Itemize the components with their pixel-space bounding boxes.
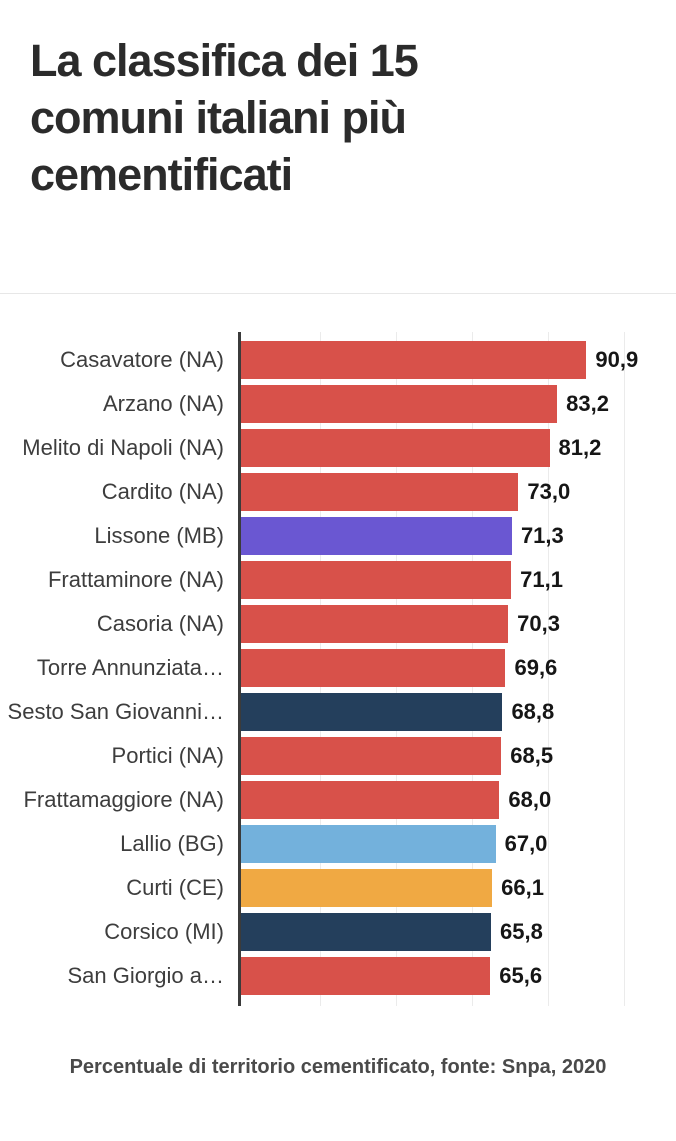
- bar-track: 66,1: [238, 869, 676, 907]
- category-label: Frattamaggiore (NA): [23, 787, 224, 812]
- gridline: [548, 332, 549, 1006]
- category-label: Cardito (NA): [101, 479, 224, 504]
- category-label: Sesto San Giovanni…: [7, 699, 224, 724]
- chart-row: Lissone (MB) 71,3: [0, 514, 676, 558]
- page-title-line-1: La classifica dei 15: [30, 35, 419, 86]
- bar[interactable]: [241, 473, 519, 511]
- bar-track: 68,0: [238, 781, 676, 819]
- value-label: 68,0: [508, 787, 552, 812]
- bar[interactable]: [241, 957, 491, 995]
- chart-row: Portici (NA) 68,5: [0, 734, 676, 778]
- bar-track: 71,1: [238, 561, 676, 599]
- value-label: 67,0: [504, 831, 548, 856]
- value-label: 71,3: [520, 523, 564, 548]
- value-label: 65,8: [500, 919, 543, 944]
- category-label: Lallio (BG): [120, 831, 224, 856]
- bar[interactable]: [241, 605, 509, 643]
- chart-row: Cardito (NA) 73,0: [0, 470, 676, 514]
- bar[interactable]: [241, 385, 558, 423]
- category-label: Lissone (MB): [94, 523, 224, 548]
- bar-track: 65,8: [238, 913, 676, 951]
- bar[interactable]: [241, 341, 587, 379]
- gridline: [624, 332, 625, 1006]
- bar-track: 71,3: [238, 517, 676, 555]
- category-label: Arzano (NA): [102, 391, 224, 416]
- category-label: San Giorgio a…: [67, 963, 224, 988]
- bar-track: 81,2: [238, 429, 676, 467]
- chart-rows: Casavatore (NA) 90,9 Arzano (NA) 83,2 Melito…: [0, 338, 676, 998]
- value-label: 83,2: [566, 391, 609, 416]
- category-label: Melito di Napoli (NA): [22, 435, 224, 460]
- value-label: 65,6: [499, 963, 543, 988]
- bar[interactable]: [241, 561, 512, 599]
- chart-caption: Percentuale di territorio cementificato,…: [69, 1056, 607, 1078]
- value-label: 68,8: [511, 699, 555, 724]
- bar[interactable]: [241, 825, 496, 863]
- bar-chart: Casavatore (NA) 90,9 Arzano (NA) 83,2 Melito…: [0, 332, 676, 1006]
- bar[interactable]: [241, 649, 506, 687]
- bar[interactable]: [241, 429, 550, 467]
- page-title: La classifica dei 15 comuni italiani più…: [30, 32, 646, 203]
- chart-row: Curti (CE) 66,1: [0, 866, 676, 910]
- chart-row: San Giorgio a… 65,6: [0, 954, 676, 998]
- bar-track: 90,9: [238, 341, 676, 379]
- bar-track: 83,2: [238, 385, 676, 423]
- bar-track: 69,6: [238, 649, 676, 687]
- chart-row: Corsico (MI) 65,8: [0, 910, 676, 954]
- bar[interactable]: [241, 737, 502, 775]
- bar-track: 67,0: [238, 825, 676, 863]
- category-label: Torre Annunziata…: [36, 655, 224, 680]
- bar[interactable]: [241, 781, 500, 819]
- divider-line: [0, 293, 676, 294]
- value-label: 66,1: [501, 875, 544, 900]
- page-title-line-3: cementificati: [30, 149, 293, 200]
- chart-row: Arzano (NA) 83,2: [0, 382, 676, 426]
- value-label: 71,1: [520, 567, 563, 592]
- chart-row: Lallio (BG) 67,0: [0, 822, 676, 866]
- bar[interactable]: [241, 869, 493, 907]
- category-label: Casoria (NA): [96, 611, 224, 636]
- value-label: 68,5: [510, 743, 554, 768]
- chart-row: Casoria (NA) 70,3: [0, 602, 676, 646]
- chart-row: Melito di Napoli (NA) 81,2: [0, 426, 676, 470]
- category-label: Frattaminore (NA): [47, 567, 224, 592]
- chart-row: Casavatore (NA) 90,9: [0, 338, 676, 382]
- page-title-line-2: comuni italiani più: [30, 92, 407, 143]
- chart-row: Sesto San Giovanni… 68,8: [0, 690, 676, 734]
- bar-track: 70,3: [238, 605, 676, 643]
- bar-track: 65,6: [238, 957, 676, 995]
- bar-track: 68,5: [238, 737, 676, 775]
- category-label: Curti (CE): [126, 875, 224, 900]
- category-label: Portici (NA): [111, 743, 224, 768]
- bar[interactable]: [241, 693, 503, 731]
- category-label: Casavatore (NA): [60, 347, 224, 372]
- value-label: 70,3: [517, 611, 560, 636]
- bar-track: 68,8: [238, 693, 676, 731]
- value-label: 90,9: [595, 347, 639, 372]
- value-label: 81,2: [558, 435, 602, 460]
- category-label: Corsico (MI): [104, 919, 224, 944]
- bar-track: 73,0: [238, 473, 676, 511]
- bar[interactable]: [241, 517, 512, 555]
- chart-row: Frattaminore (NA) 71,1: [0, 558, 676, 602]
- value-label: 73,0: [527, 479, 571, 504]
- chart-row: Frattamaggiore (NA) 68,0: [0, 778, 676, 822]
- bar[interactable]: [241, 913, 492, 951]
- value-label: 69,6: [514, 655, 558, 680]
- chart-row: Torre Annunziata… 69,6: [0, 646, 676, 690]
